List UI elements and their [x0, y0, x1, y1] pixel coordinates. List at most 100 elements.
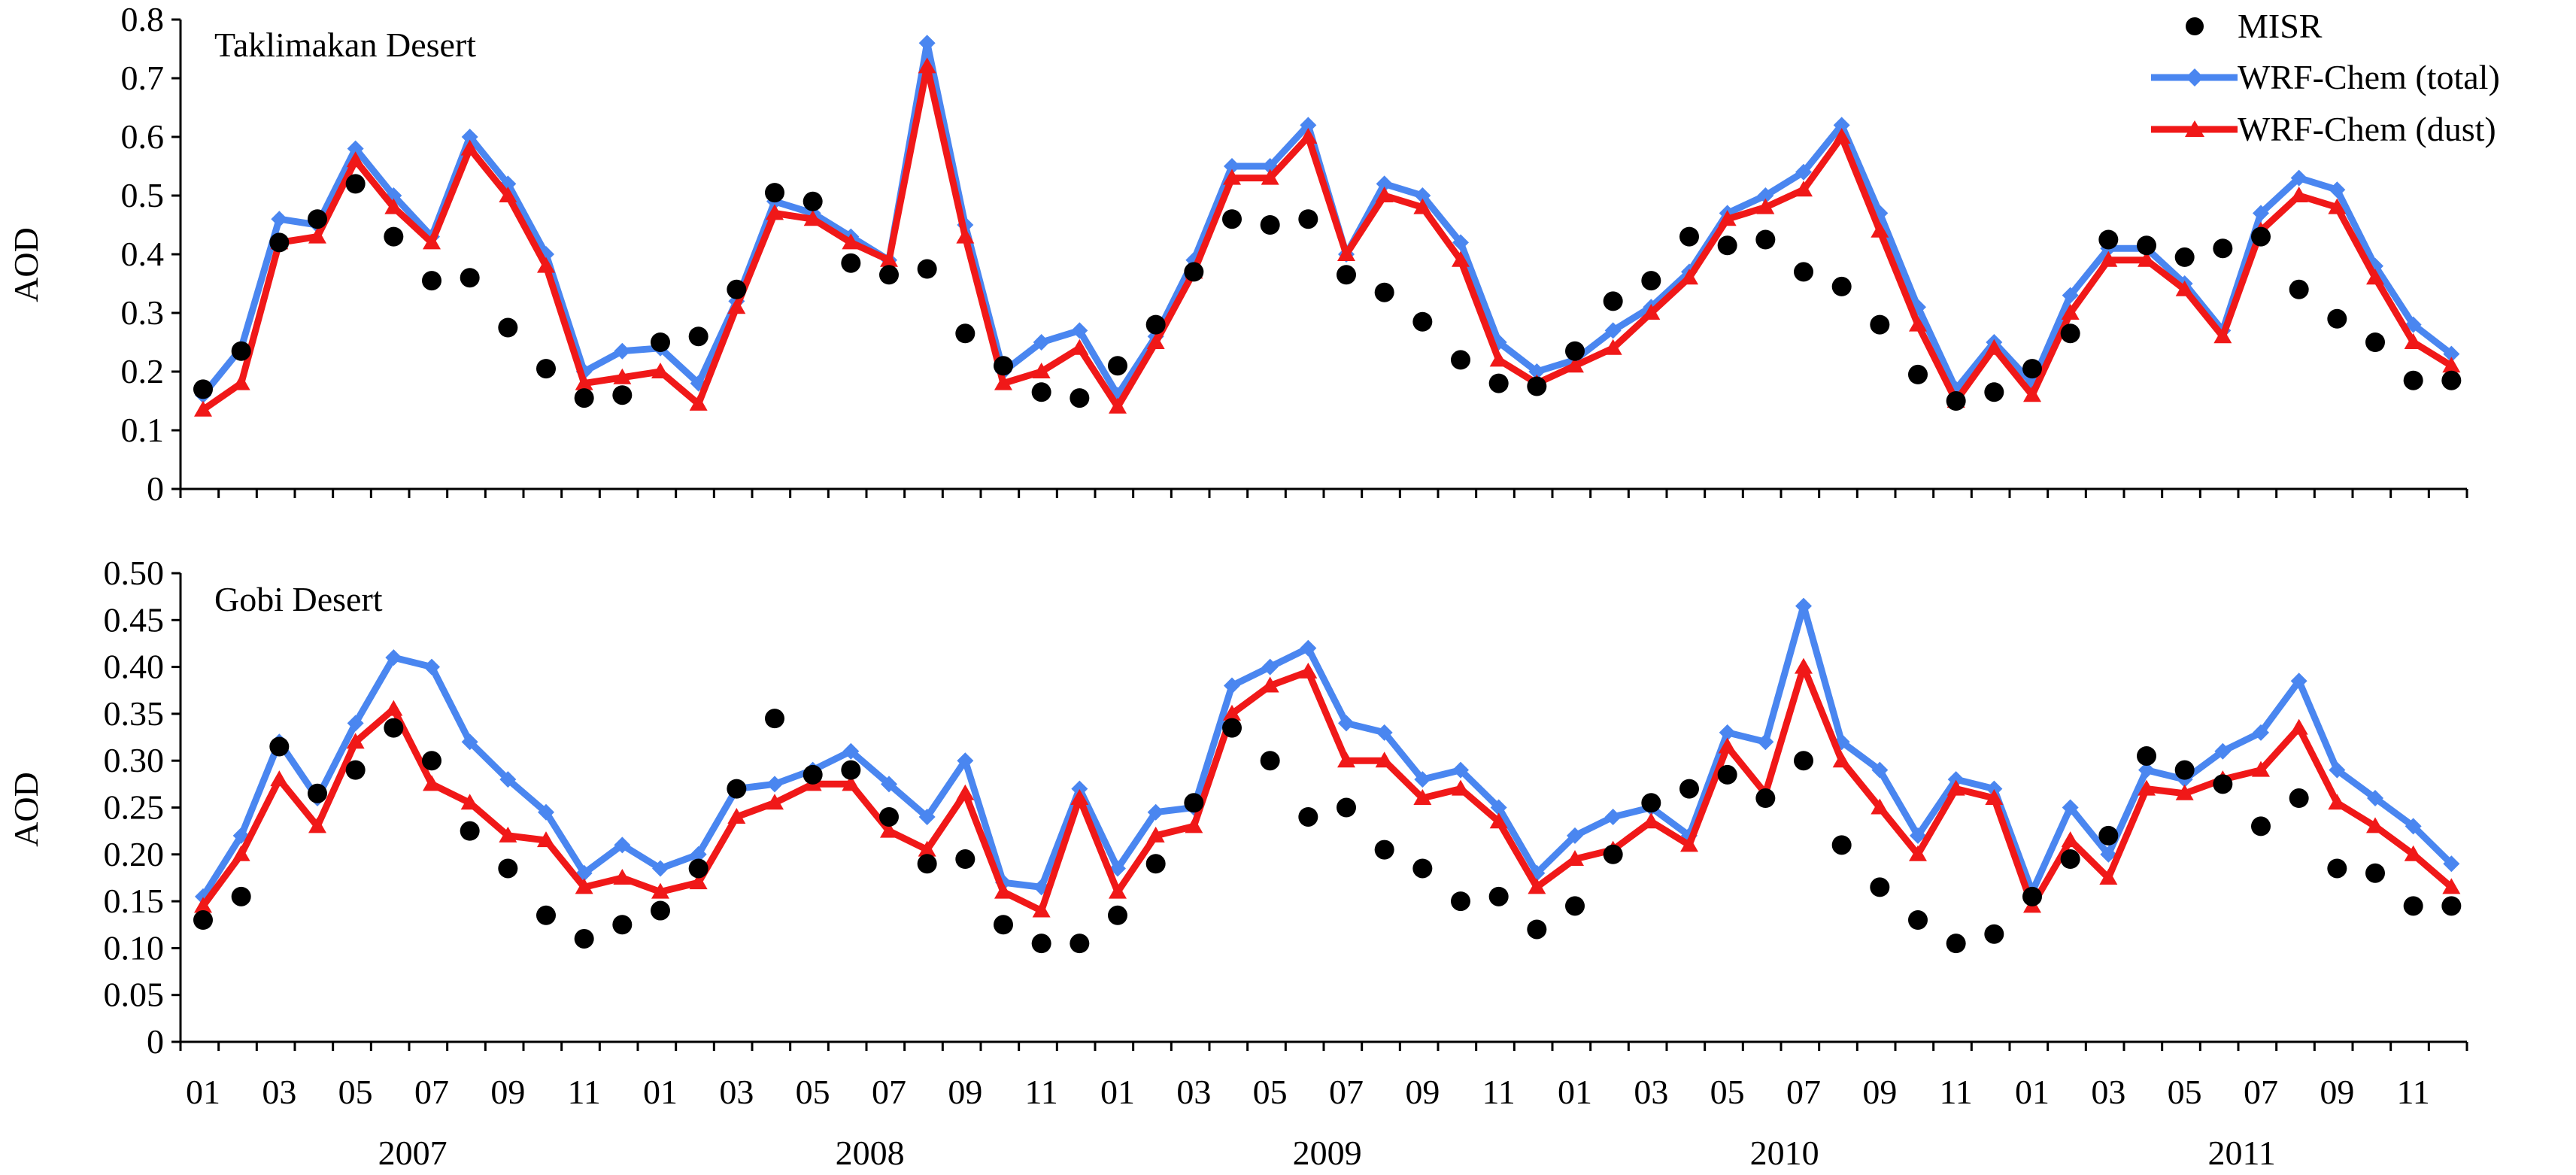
misr-point [2174, 760, 2195, 780]
dust-point [2061, 831, 2080, 848]
misr-point [1946, 934, 1966, 954]
dust-point [2175, 280, 2194, 296]
legend-marker-misr [2186, 17, 2204, 35]
dust-point [423, 233, 441, 250]
misr-point [1184, 262, 1204, 282]
dust-series-line [200, 663, 2454, 915]
misr-point [1641, 793, 1661, 813]
month-label: 03 [719, 1073, 754, 1111]
misr-point [536, 905, 556, 925]
misr-point [422, 751, 441, 771]
misr-point [1679, 226, 1699, 247]
dust-point [1795, 181, 1813, 197]
misr-point [1603, 844, 1623, 864]
misr-point [612, 915, 633, 935]
month-label: 09 [490, 1073, 525, 1111]
y-tick-label: 0.7 [121, 59, 165, 97]
misr-point [536, 359, 556, 379]
total-point [690, 846, 707, 863]
dust-point [1109, 397, 1127, 414]
year-label: 2007 [378, 1134, 448, 1172]
dust-point [1832, 751, 1851, 768]
total-point [1071, 780, 1088, 797]
dust-point [613, 868, 632, 885]
dust-point [1604, 339, 1622, 355]
month-label: 11 [568, 1073, 601, 1111]
y-tick-label: 0.3 [121, 293, 165, 332]
total-point [2290, 169, 2307, 187]
total-point [1224, 677, 1240, 694]
dust-point [2138, 250, 2156, 267]
y-tick-label: 0.10 [104, 928, 165, 967]
total-point [1300, 639, 1317, 657]
taklimakan-panel: Taklimakan Desert AOD 0 0.1 0.2 0.3 0.4 0.5 0.… [7, 0, 2468, 508]
misr-point [1870, 877, 1890, 897]
total-point [271, 211, 288, 228]
misr-point [1870, 314, 1890, 335]
x-ticks-top [179, 489, 2468, 498]
dust-point [499, 826, 517, 843]
total-point [766, 776, 783, 793]
dust-point [1718, 210, 1737, 226]
total-point [2253, 724, 2269, 741]
series-bottom [193, 597, 2462, 954]
month-label: 05 [2168, 1073, 2202, 1111]
misr-point [2060, 849, 2080, 870]
misr-point [574, 388, 594, 408]
month-label: 05 [796, 1073, 830, 1111]
y-ticks-top: 0 0.1 0.2 0.3 0.4 0.5 0.6 0.7 0.8 [121, 0, 181, 508]
dust-point [1795, 657, 1813, 674]
misr-point [1831, 276, 1852, 296]
dust-point [1070, 339, 1089, 355]
dust-point [1452, 779, 1470, 796]
dust-point [1109, 882, 1127, 899]
misr-point [803, 191, 823, 211]
total-point [2062, 799, 2079, 816]
month-label: 01 [1558, 1073, 1592, 1111]
y-tick-label: 0.45 [104, 600, 165, 639]
legend-marker-dust [2185, 120, 2204, 137]
total-point [1719, 724, 1736, 741]
misr-point [1908, 364, 1928, 384]
y-tick-label: 0.30 [104, 741, 165, 779]
dust-point [880, 821, 898, 838]
dust-point [1146, 333, 1165, 349]
total-point [347, 715, 364, 732]
y-tick-label: 0.25 [104, 788, 165, 827]
total-point [1604, 808, 1622, 825]
total-point [1224, 158, 1240, 175]
dust-point [194, 400, 212, 417]
misr-point [2251, 816, 2271, 836]
dust-series-line [201, 62, 2453, 413]
dust-point [2442, 878, 2461, 894]
dust-point [1413, 198, 1432, 214]
total-point [2443, 345, 2460, 363]
misr-point [2365, 332, 2385, 352]
total-point [1071, 322, 1088, 339]
dust-point [2061, 304, 2080, 320]
total-point [2405, 818, 2422, 835]
misr-point [2213, 238, 2233, 259]
dust-point [918, 57, 936, 74]
misr-point [2403, 370, 2423, 390]
misr-point [1641, 271, 1661, 291]
misr-point [2022, 359, 2042, 379]
dust-point [1413, 789, 1432, 806]
dust-point [956, 227, 975, 244]
misr-point [384, 226, 404, 247]
dust-point [537, 831, 555, 848]
misr-point [955, 849, 975, 870]
total-point [1567, 827, 1583, 844]
misr-point [1374, 282, 1394, 302]
misr-point [1108, 356, 1127, 376]
dust-point [1909, 845, 1927, 861]
dust-point [994, 374, 1012, 390]
dust-point [2289, 187, 2308, 202]
y-tick-label: 0.15 [104, 882, 165, 920]
legend-item-total: WRF-Chem (total) [2151, 58, 2500, 96]
misr-point [2098, 229, 2119, 250]
misr-point [994, 356, 1013, 376]
dust-point [1299, 128, 1318, 144]
total-point [1871, 761, 1889, 779]
y-tick-label: 0 [147, 469, 164, 508]
